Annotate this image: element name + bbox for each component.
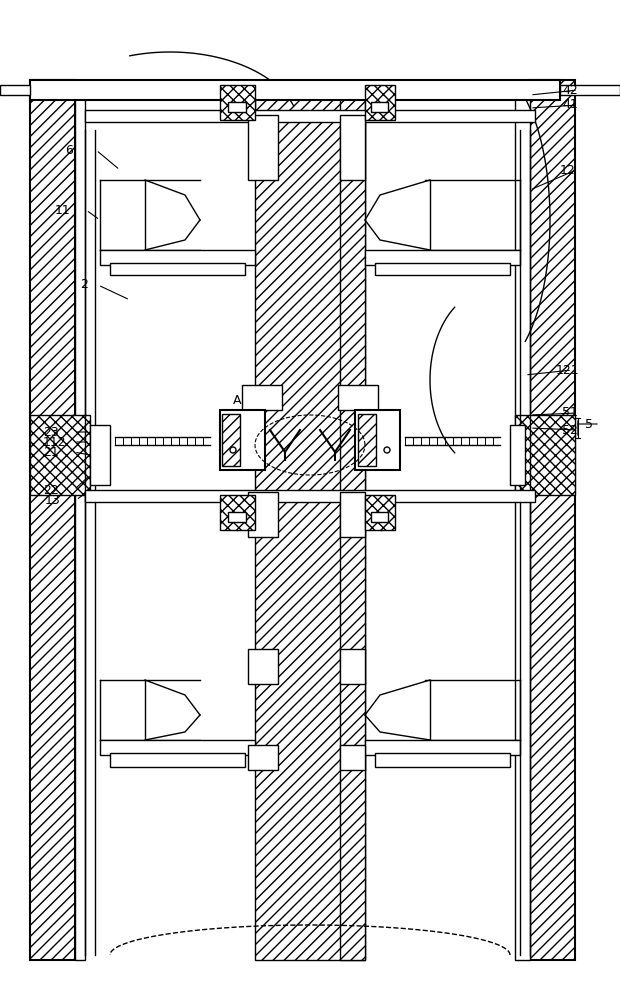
Bar <box>340 745 365 770</box>
Bar <box>371 102 388 112</box>
Bar <box>340 492 365 537</box>
Bar <box>365 85 395 120</box>
Text: 23: 23 <box>43 426 59 438</box>
Bar <box>110 263 245 275</box>
Bar <box>371 512 388 522</box>
Bar <box>375 263 510 275</box>
Text: 11: 11 <box>55 204 71 217</box>
Text: 12: 12 <box>560 163 576 176</box>
Bar <box>242 385 282 410</box>
Text: 51: 51 <box>562 406 578 420</box>
Bar <box>248 649 278 684</box>
Bar <box>85 110 535 122</box>
Bar <box>100 250 255 265</box>
Bar <box>30 415 90 495</box>
Text: 13: 13 <box>45 493 61 506</box>
Text: 121: 121 <box>556 363 580 376</box>
Bar <box>30 80 75 960</box>
Bar <box>340 90 365 960</box>
Bar <box>220 495 255 530</box>
Bar <box>338 385 378 410</box>
Bar <box>560 85 620 95</box>
Text: 6: 6 <box>65 143 73 156</box>
Bar <box>340 649 365 684</box>
Bar <box>30 80 560 100</box>
Text: 112: 112 <box>43 436 66 448</box>
Bar <box>220 85 255 120</box>
Text: 41: 41 <box>562 99 578 111</box>
Bar <box>75 80 85 960</box>
Text: 52: 52 <box>562 424 578 436</box>
Bar <box>355 410 400 470</box>
Circle shape <box>230 447 236 453</box>
Bar <box>220 410 265 470</box>
Bar <box>375 753 510 767</box>
Bar <box>365 495 395 530</box>
Bar <box>100 740 255 755</box>
Bar <box>248 492 278 537</box>
Bar <box>510 425 525 485</box>
Text: 5: 5 <box>585 418 593 430</box>
Text: 42: 42 <box>562 84 578 97</box>
Bar <box>110 753 245 767</box>
Bar <box>365 740 520 755</box>
Bar <box>248 745 278 770</box>
Bar <box>90 425 110 485</box>
Bar <box>222 414 240 466</box>
Bar <box>0 85 30 95</box>
Bar <box>85 490 535 502</box>
Bar <box>340 115 365 180</box>
Text: 22: 22 <box>43 484 59 496</box>
Text: A: A <box>233 393 242 406</box>
Circle shape <box>384 447 390 453</box>
Bar <box>515 80 530 960</box>
Bar <box>248 115 278 180</box>
Bar <box>358 414 376 466</box>
Bar <box>365 250 520 265</box>
Text: 2: 2 <box>80 278 88 292</box>
Bar <box>255 90 365 960</box>
Bar <box>228 512 246 522</box>
Bar <box>530 80 575 960</box>
Bar <box>515 415 575 495</box>
Bar <box>228 102 246 112</box>
Text: 21: 21 <box>43 446 59 458</box>
